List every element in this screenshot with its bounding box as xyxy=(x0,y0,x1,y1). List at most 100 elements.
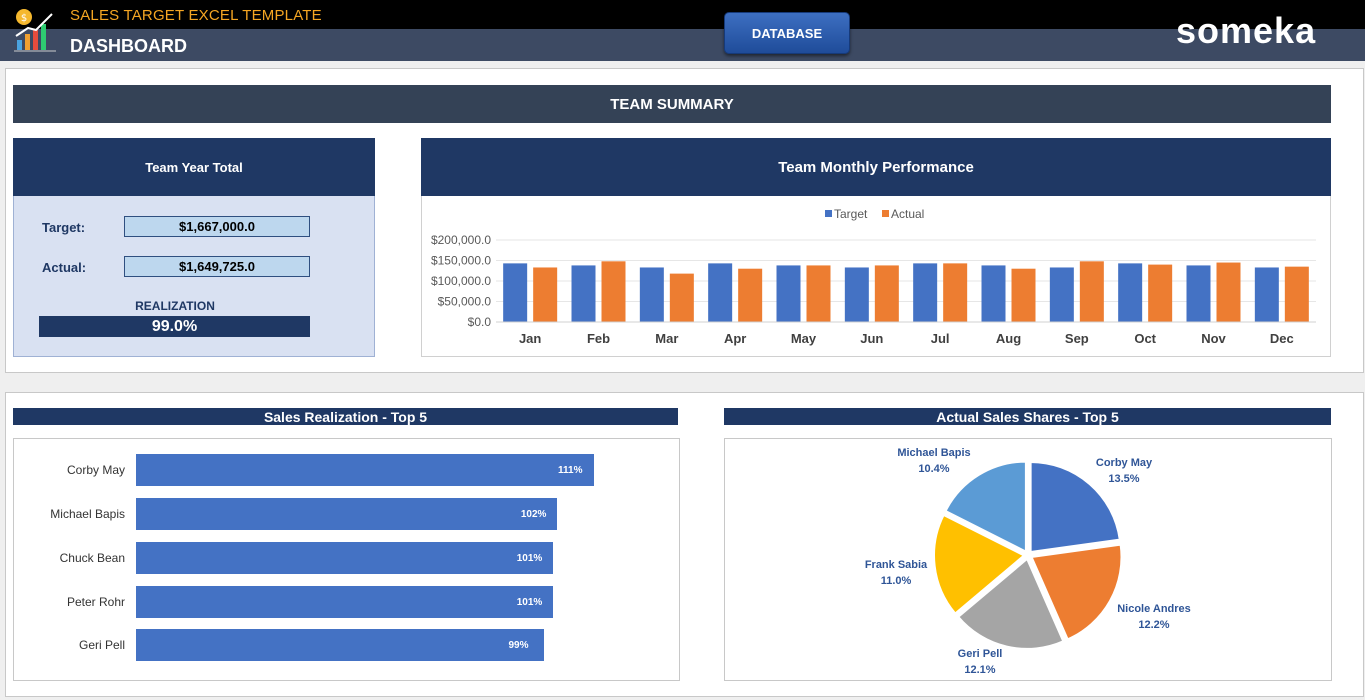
bar-actual-feb xyxy=(601,261,626,322)
x-tick-label-dec: Dec xyxy=(1270,331,1294,346)
y-tick-label: $100,000.0 xyxy=(431,274,491,288)
pie-label-value: 12.1% xyxy=(964,664,996,676)
bar-actual-nov xyxy=(1216,262,1241,322)
pie-slice-frank-sabia xyxy=(933,513,1026,615)
realization-bar xyxy=(136,454,594,486)
realization-label: REALIZATION xyxy=(135,299,215,313)
bar-target-oct xyxy=(1118,263,1143,322)
pie-label-name: Corby May xyxy=(1095,457,1153,469)
bar-value-label: 111% xyxy=(558,465,583,476)
bar-value-label: 101% xyxy=(516,553,543,564)
x-tick-label-feb: Feb xyxy=(587,331,610,346)
bar-actual-jan xyxy=(533,267,558,322)
bar-name-label: Chuck Bean xyxy=(59,551,125,565)
pie-label: Geri Pell 12.1% xyxy=(920,646,1040,678)
team-summary-title: TEAM SUMMARY xyxy=(13,85,1331,123)
sales-shares-title: Actual Sales Shares - Top 5 xyxy=(724,408,1331,425)
database-button[interactable]: DATABASE xyxy=(724,12,850,54)
x-tick-label-aug: Aug xyxy=(996,331,1021,346)
actual-value: $1,649,725.0 xyxy=(124,256,310,277)
pie-label: Frank Sabia 11.0% xyxy=(836,557,956,589)
pie-label-name: Michael Bapis xyxy=(897,447,971,459)
bar-target-mar xyxy=(639,267,664,322)
target-value: $1,667,000.0 xyxy=(124,216,310,237)
legend-swatch-actual xyxy=(882,210,889,217)
pie-label: Michael Bapis 10.4% xyxy=(874,445,994,477)
chart-legend: Target Actual xyxy=(825,207,924,221)
bar-target-aug xyxy=(981,265,1006,322)
x-tick-label-jun: Jun xyxy=(860,331,883,346)
bar-target-may xyxy=(776,265,801,322)
x-tick-label-may: May xyxy=(791,331,817,346)
bar-target-sep xyxy=(1049,267,1074,322)
bar-name-label: Geri Pell xyxy=(78,638,125,652)
legend-label-target: Target xyxy=(834,207,868,221)
realization-bar xyxy=(136,542,553,574)
y-tick-label: $0.0 xyxy=(468,315,492,329)
pie-slice-nicole-andres xyxy=(1030,543,1123,641)
bar-value-label: 99% xyxy=(508,640,529,651)
bar-name-label: Michael Bapis xyxy=(50,507,125,521)
page-title: DASHBOARD xyxy=(70,36,187,56)
pie-label-name: Nicole Andres xyxy=(1117,603,1191,615)
realization-bar xyxy=(136,629,545,661)
pie-label-value: 12.2% xyxy=(1138,619,1170,631)
y-tick-label: $200,000.0 xyxy=(431,233,491,247)
bar-target-jul xyxy=(913,263,938,322)
app-title: SALES TARGET EXCEL TEMPLATE xyxy=(70,7,322,24)
top-bar xyxy=(0,0,1365,29)
bar-target-jan xyxy=(503,263,528,322)
brand-logo: someka xyxy=(1176,10,1317,51)
bar-target-apr xyxy=(708,263,733,322)
monthly-performance-chart: Target Actual $0.0 $50,000.0 $100,000.0 $150,… xyxy=(431,207,1316,346)
bar-actual-oct xyxy=(1148,264,1173,322)
x-tick-label-oct: Oct xyxy=(1134,331,1156,346)
target-label: Target: xyxy=(42,220,86,235)
bar-name-label: Peter Rohr xyxy=(66,595,125,609)
bar-actual-dec xyxy=(1284,266,1309,322)
bar-target-nov xyxy=(1186,265,1211,322)
bar-actual-sep xyxy=(1079,261,1104,322)
pie-label-value: 11.0% xyxy=(880,575,912,587)
chart-growth-icon: $ xyxy=(14,9,56,52)
realization-bar xyxy=(136,586,553,618)
x-tick-label-nov: Nov xyxy=(1201,331,1226,346)
y-tick-label: $50,000.0 xyxy=(438,295,492,309)
pie-label-name: Frank Sabia xyxy=(864,559,928,571)
sales-shares-pie-chart xyxy=(933,460,1123,650)
pie-label-value: 13.5% xyxy=(1108,473,1140,485)
legend-swatch-target xyxy=(825,210,832,217)
sales-realization-title: Sales Realization - Top 5 xyxy=(13,408,678,425)
bar-actual-may xyxy=(806,265,831,322)
legend-label-actual: Actual xyxy=(891,207,924,221)
bar-name-label: Corby May xyxy=(66,463,125,477)
y-tick-label: $150,000.0 xyxy=(431,254,491,268)
x-tick-label-apr: Apr xyxy=(724,331,746,346)
bar-actual-jul xyxy=(943,263,968,322)
bar-target-dec xyxy=(1254,267,1279,322)
bar-value-label: 102% xyxy=(520,509,547,520)
bar-actual-apr xyxy=(738,268,763,322)
bar-target-feb xyxy=(571,265,596,322)
bar-target-jun xyxy=(844,267,869,322)
realization-value: 99.0% xyxy=(39,316,310,337)
pie-label: Nicole Andres 12.2% xyxy=(1094,601,1214,633)
sub-bar xyxy=(0,29,1365,61)
bar-actual-mar xyxy=(669,273,694,322)
pie-label-value: 10.4% xyxy=(918,463,950,475)
bar-value-label: 101% xyxy=(516,597,543,608)
realization-bar xyxy=(136,498,557,530)
pie-slice-corby-may xyxy=(1029,460,1121,554)
monthly-performance-title: Team Monthly Performance xyxy=(421,138,1331,196)
year-total-title: Team Year Total xyxy=(13,138,375,196)
bar-actual-aug xyxy=(1011,268,1036,322)
actual-label: Actual: xyxy=(42,260,87,275)
pie-label-name: Geri Pell xyxy=(957,648,1003,660)
pie-slice-geri-pell xyxy=(956,557,1065,650)
pie-label: Corby May 13.5% xyxy=(1064,455,1184,487)
x-tick-label-sep: Sep xyxy=(1065,331,1089,346)
svg-text:$: $ xyxy=(21,13,27,24)
x-tick-label-jul: Jul xyxy=(931,331,950,346)
pie-slice-michael-bapis xyxy=(944,460,1027,554)
x-tick-label-mar: Mar xyxy=(655,331,678,346)
